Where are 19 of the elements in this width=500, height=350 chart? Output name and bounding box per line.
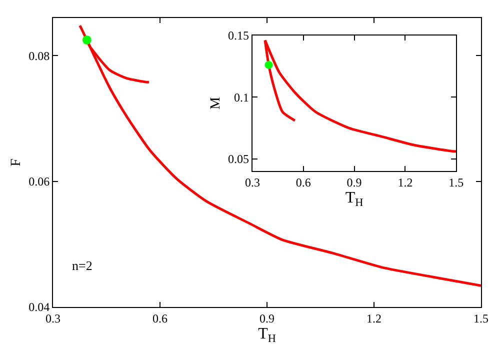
x-axis-title: T$_{H}$ [345, 190, 364, 209]
x-tick-label: 1.2 [398, 176, 413, 190]
y-tick-label: 0.15 [228, 28, 250, 43]
x-tick-label: 1.5 [448, 176, 464, 190]
x-tick-label: 0.6 [296, 176, 311, 190]
x-axis-title: T$_{H}$ [258, 325, 276, 345]
x-tick-label: 0.6 [152, 311, 168, 326]
y-tick-label: 0.06 [28, 174, 50, 189]
x-tick-label: 0.9 [346, 176, 362, 190]
annotation: n=2 [72, 258, 92, 273]
x-tick-label: 0.9 [260, 311, 274, 326]
x-tick-label: 1.5 [474, 311, 488, 326]
x-tick-label: 0.3 [244, 176, 260, 190]
y-tick-label: 0.1 [234, 90, 250, 104]
y-tick-label: 0.08 [28, 48, 50, 63]
y-axis-title: M [208, 96, 224, 110]
y-axis-title: F [9, 158, 24, 166]
y-tick-label: 0.05 [228, 152, 250, 166]
x-tick-label: 1.2 [366, 311, 382, 326]
